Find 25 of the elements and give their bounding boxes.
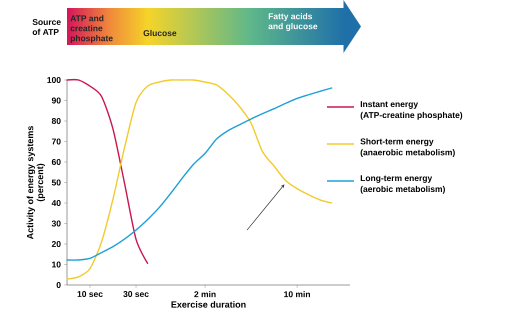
legend-label: Instant energy (ATP-creatine phosphate) [360,101,462,120]
y-tick-label: 90 [52,98,61,104]
line-series [66,78,148,264]
y-tick-label: 100 [47,77,61,83]
y-tick-label: 50 [52,180,61,186]
text: Glucose [144,30,176,36]
text: ATP and creatine phosphate [70,15,113,43]
y-tick-label: 20 [52,241,61,247]
x-tick-label: 10 min [284,291,310,298]
source-note: Source of ATP [32,19,61,35]
x-tick-label: 10 sec [78,291,103,298]
y-tick-label: 40 [52,200,61,206]
y-tick-label: 30 [52,220,61,227]
y-tick-label: 80 [52,118,61,124]
y-tick-label: 70 [52,138,61,144]
legend-label: Long-term energy (aerobic metabolism) [360,175,445,194]
y-tick-label: 0 [56,282,61,288]
text: Fatty acids and glucose [268,13,318,31]
y-axis-title: Activity of energy systems (percent) [26,126,46,240]
legend-label: Short-term energy (anaerobic metabolism) [360,138,455,158]
x-tick-label: 30 sec [123,291,149,298]
y-tick-label: 60 [52,159,61,165]
x-axis-title: Exercise duration [171,301,246,308]
x-tick-label: 2 min [194,291,216,298]
y-tick-label: 10 [52,262,61,268]
